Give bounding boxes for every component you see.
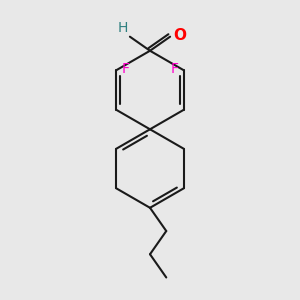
Text: O: O — [173, 28, 186, 43]
Text: H: H — [117, 20, 128, 34]
Text: F: F — [122, 62, 130, 76]
Text: F: F — [170, 62, 178, 76]
